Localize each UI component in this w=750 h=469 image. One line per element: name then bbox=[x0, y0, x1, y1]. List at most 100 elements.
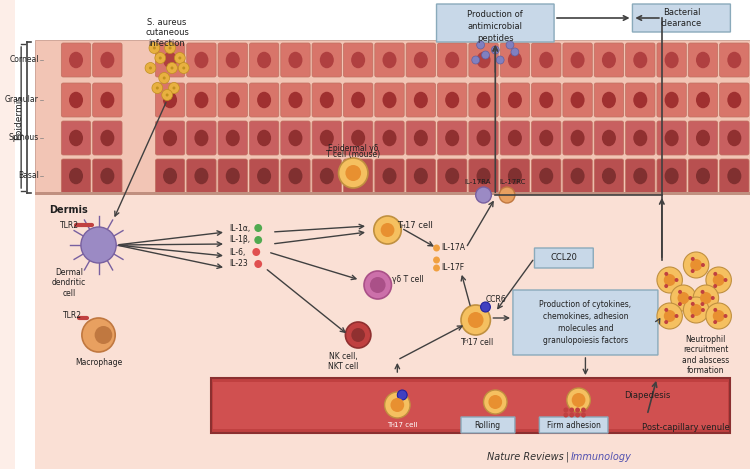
FancyBboxPatch shape bbox=[657, 159, 686, 193]
Circle shape bbox=[172, 86, 176, 90]
FancyBboxPatch shape bbox=[344, 43, 373, 77]
Ellipse shape bbox=[69, 92, 83, 108]
FancyBboxPatch shape bbox=[500, 159, 530, 193]
Text: NK cell,
NKT cell: NK cell, NKT cell bbox=[328, 352, 358, 371]
FancyBboxPatch shape bbox=[626, 121, 655, 155]
Circle shape bbox=[677, 292, 689, 304]
FancyBboxPatch shape bbox=[218, 83, 248, 117]
Circle shape bbox=[670, 285, 696, 311]
Text: peptides: peptides bbox=[477, 34, 514, 43]
Ellipse shape bbox=[100, 92, 114, 108]
Ellipse shape bbox=[446, 130, 459, 146]
Ellipse shape bbox=[382, 130, 397, 146]
Bar bbox=[34, 195, 750, 469]
Circle shape bbox=[706, 303, 731, 329]
Circle shape bbox=[701, 308, 705, 312]
Ellipse shape bbox=[446, 168, 459, 184]
Text: Dermis: Dermis bbox=[50, 205, 88, 215]
FancyBboxPatch shape bbox=[513, 290, 658, 355]
Circle shape bbox=[688, 296, 692, 300]
Ellipse shape bbox=[602, 130, 616, 146]
Text: Spinous: Spinous bbox=[8, 134, 39, 143]
Ellipse shape bbox=[476, 130, 490, 146]
FancyBboxPatch shape bbox=[406, 159, 436, 193]
Ellipse shape bbox=[539, 92, 554, 108]
Circle shape bbox=[567, 388, 590, 412]
Ellipse shape bbox=[696, 168, 710, 184]
Text: IL-17A: IL-17A bbox=[442, 243, 466, 252]
Ellipse shape bbox=[163, 52, 177, 68]
Circle shape bbox=[398, 390, 407, 400]
FancyBboxPatch shape bbox=[469, 121, 498, 155]
Ellipse shape bbox=[602, 92, 616, 108]
Text: TLR2: TLR2 bbox=[62, 310, 82, 319]
Bar bbox=[213, 382, 728, 429]
Circle shape bbox=[664, 272, 668, 276]
Circle shape bbox=[575, 408, 580, 413]
FancyBboxPatch shape bbox=[93, 121, 122, 155]
Circle shape bbox=[175, 53, 185, 63]
FancyBboxPatch shape bbox=[280, 83, 310, 117]
Circle shape bbox=[701, 263, 705, 267]
Text: chemokines, adhesion: chemokines, adhesion bbox=[543, 312, 628, 321]
Circle shape bbox=[364, 271, 392, 299]
Ellipse shape bbox=[226, 52, 240, 68]
Text: IL-1β,: IL-1β, bbox=[229, 235, 250, 244]
Circle shape bbox=[693, 285, 718, 311]
Ellipse shape bbox=[633, 92, 647, 108]
Bar bbox=[34, 40, 750, 195]
Ellipse shape bbox=[539, 130, 554, 146]
Ellipse shape bbox=[508, 168, 522, 184]
Circle shape bbox=[500, 187, 515, 203]
Ellipse shape bbox=[163, 92, 177, 108]
Ellipse shape bbox=[571, 130, 584, 146]
Text: Neutrophil
recruitment
and abscess
formation: Neutrophil recruitment and abscess forma… bbox=[682, 335, 730, 375]
Text: Immunology: Immunology bbox=[571, 452, 632, 462]
FancyBboxPatch shape bbox=[535, 248, 593, 268]
Circle shape bbox=[713, 308, 717, 312]
Ellipse shape bbox=[226, 130, 240, 146]
Circle shape bbox=[657, 303, 682, 329]
Text: granulopoiesis factors: granulopoiesis factors bbox=[543, 336, 628, 345]
Circle shape bbox=[511, 48, 519, 56]
FancyBboxPatch shape bbox=[437, 121, 467, 155]
Circle shape bbox=[712, 310, 724, 322]
Ellipse shape bbox=[728, 92, 741, 108]
Circle shape bbox=[712, 274, 724, 286]
Ellipse shape bbox=[69, 52, 83, 68]
Ellipse shape bbox=[257, 168, 271, 184]
Circle shape bbox=[346, 165, 361, 181]
FancyBboxPatch shape bbox=[469, 43, 498, 77]
Text: 17 cell: 17 cell bbox=[394, 422, 418, 428]
Circle shape bbox=[569, 413, 574, 417]
FancyBboxPatch shape bbox=[250, 83, 279, 117]
FancyBboxPatch shape bbox=[594, 43, 624, 77]
Circle shape bbox=[488, 395, 502, 409]
Ellipse shape bbox=[194, 52, 208, 68]
FancyBboxPatch shape bbox=[720, 159, 749, 193]
Circle shape bbox=[724, 314, 728, 318]
Circle shape bbox=[351, 328, 365, 342]
Ellipse shape bbox=[446, 52, 459, 68]
Circle shape bbox=[711, 296, 715, 300]
FancyBboxPatch shape bbox=[218, 43, 248, 77]
Ellipse shape bbox=[476, 92, 490, 108]
Circle shape bbox=[678, 302, 682, 306]
Ellipse shape bbox=[508, 52, 522, 68]
Text: Rolling: Rolling bbox=[475, 421, 500, 430]
Circle shape bbox=[370, 277, 386, 293]
Text: Corneal: Corneal bbox=[9, 55, 39, 65]
Circle shape bbox=[691, 314, 694, 318]
Circle shape bbox=[664, 310, 676, 322]
FancyBboxPatch shape bbox=[688, 83, 718, 117]
Circle shape bbox=[468, 312, 484, 328]
Circle shape bbox=[156, 86, 159, 90]
Ellipse shape bbox=[476, 52, 490, 68]
FancyBboxPatch shape bbox=[406, 43, 436, 77]
Circle shape bbox=[664, 274, 676, 286]
Text: γδ T cell: γδ T cell bbox=[392, 275, 424, 285]
FancyBboxPatch shape bbox=[344, 83, 373, 117]
Text: H: H bbox=[400, 224, 405, 228]
FancyBboxPatch shape bbox=[218, 159, 248, 193]
FancyBboxPatch shape bbox=[632, 4, 730, 32]
